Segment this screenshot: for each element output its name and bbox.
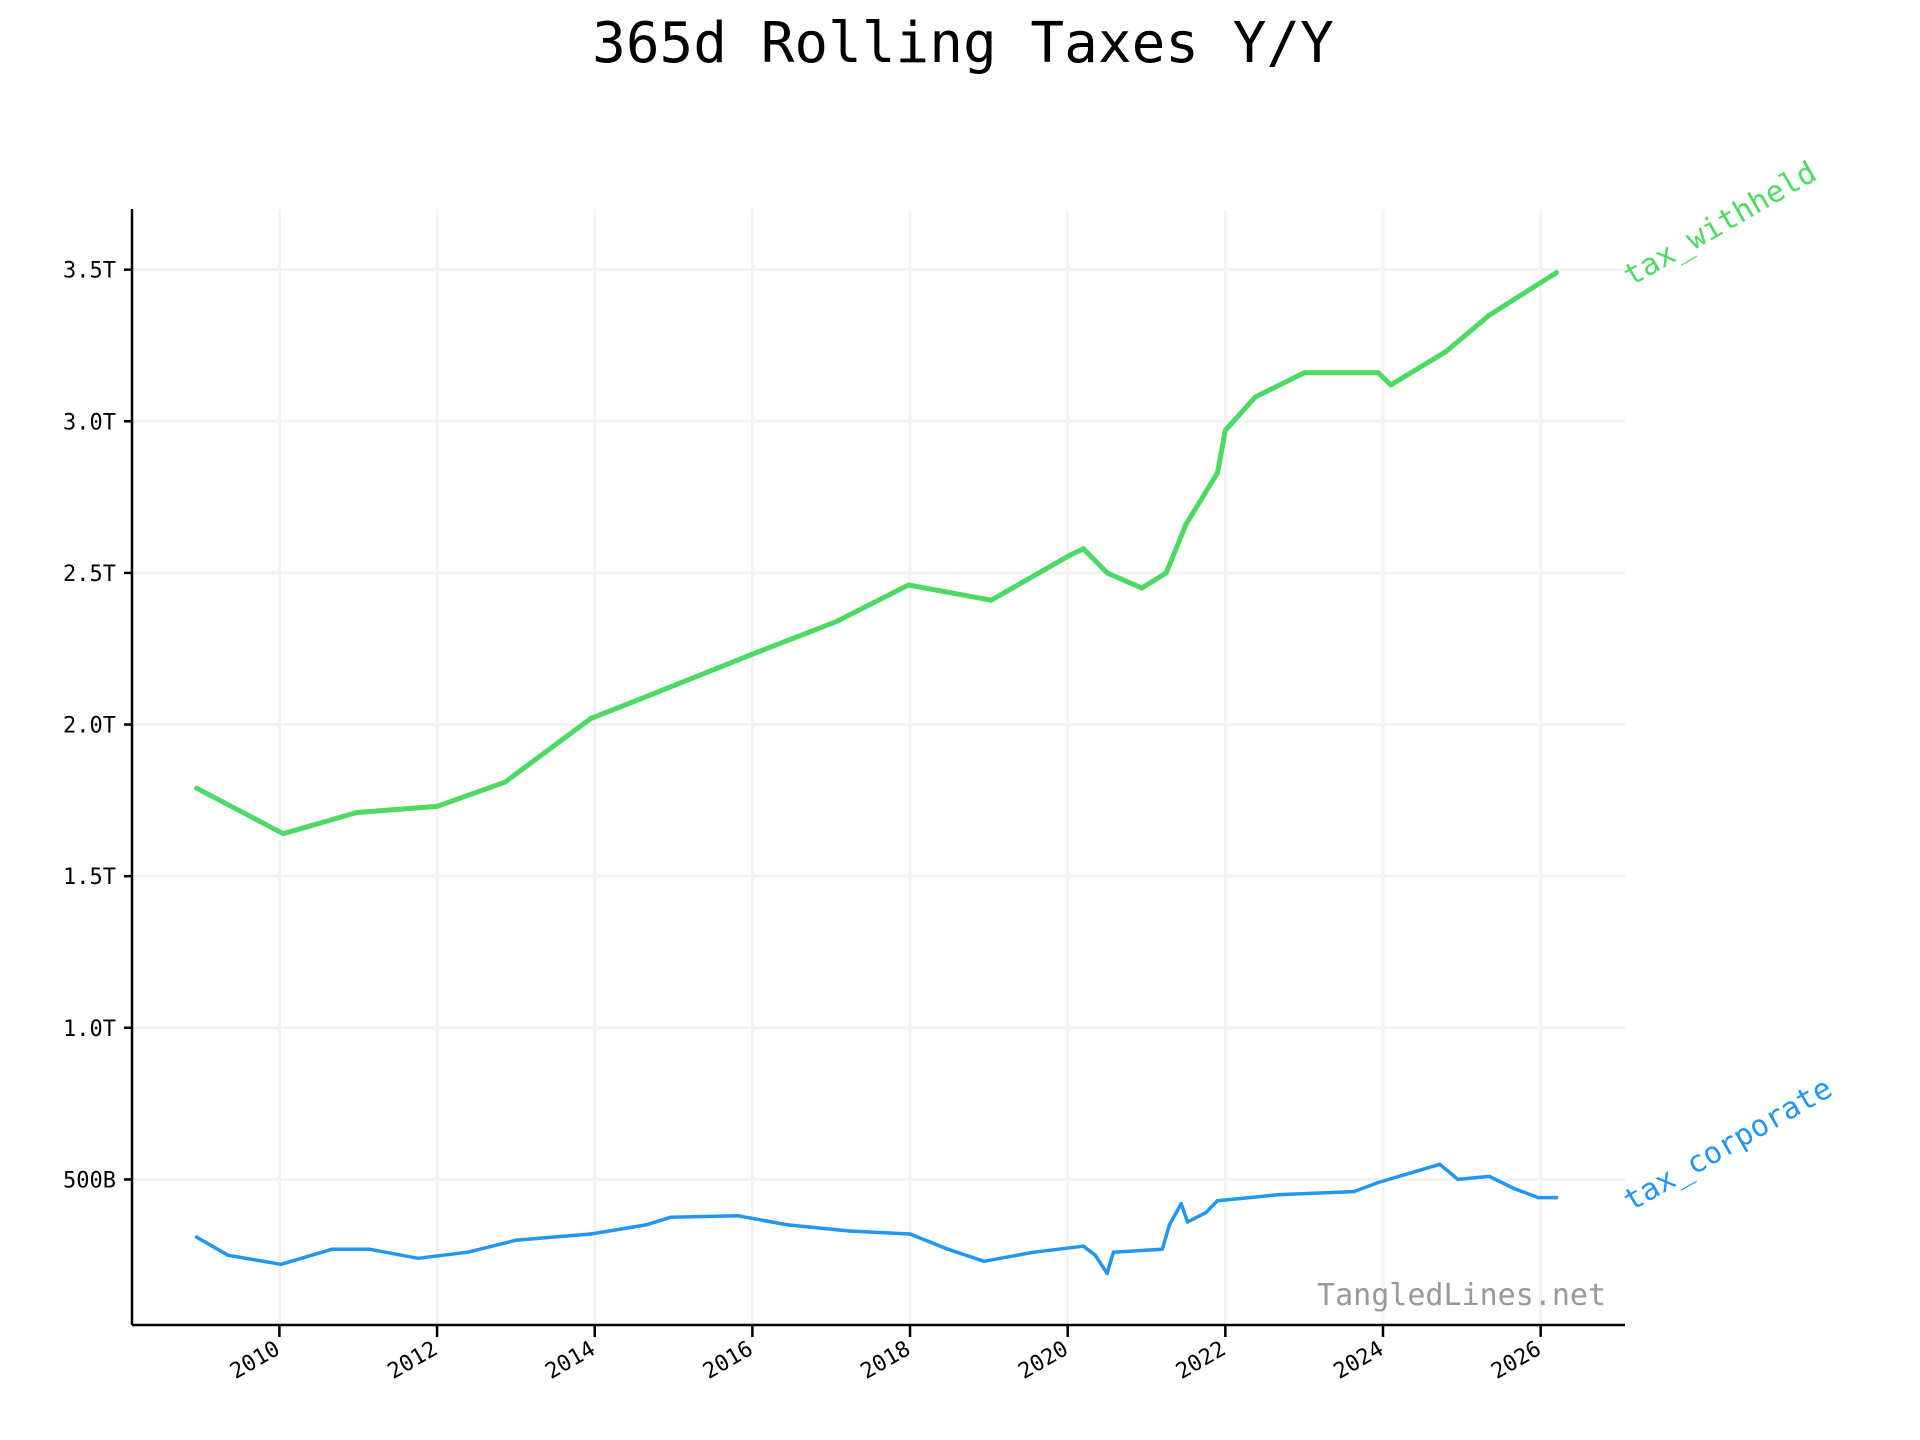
data-point [330,1247,335,1251]
data-point [588,1232,593,1236]
data-point [434,803,440,809]
data-point [1437,1162,1442,1167]
y-tick-label: 1.5T [63,865,116,890]
data-point [1031,1250,1036,1255]
data-point [1407,1171,1411,1176]
data-point [988,597,994,603]
data-point [748,652,754,658]
data-point [1252,394,1258,400]
data-point [280,831,286,837]
series-lines: tax_withheld tax_corporate [194,155,1839,1276]
data-point [1093,1253,1098,1258]
data-point [905,582,911,588]
data-point [644,1223,648,1227]
data-point [1179,1201,1183,1206]
data-point [1376,1180,1381,1185]
data-point [354,809,360,815]
data-point [1553,270,1559,276]
y-tick-label: 3.5T [63,259,116,284]
data-point [502,779,508,785]
data-point [1487,1174,1492,1179]
x-tick-label: 2020 [1014,1337,1072,1385]
x-tick-label: 2022 [1172,1337,1230,1385]
data-point [1277,1192,1282,1197]
y-tick-label: 1.0T [63,1017,116,1042]
data-point [1185,1220,1190,1224]
data-point [1301,370,1307,376]
data-point [649,691,655,697]
x-tick-label: 2016 [699,1337,757,1385]
data-point [194,1235,199,1239]
y-tick-label: 500B [63,1168,116,1193]
x-tick-label: 2010 [226,1337,284,1385]
data-point [1068,552,1074,558]
series-line-tax_corporate [195,1162,1557,1276]
data-point [588,715,594,721]
data-point [1352,1189,1356,1194]
data-point [514,1238,519,1242]
data-point [668,1215,673,1220]
data-point [1111,1250,1116,1255]
data-point [1443,349,1449,355]
data-point [1105,1271,1109,1276]
data-point [1214,470,1220,476]
series-label-tax_withheld: tax_withheld [1618,155,1823,294]
x-tick-label: 2024 [1330,1337,1388,1385]
grid [132,209,1625,1325]
data-point [1222,427,1228,433]
data-point [416,1256,420,1261]
data-point [946,1247,950,1251]
chart-title: 365d Rolling Taxes Y/Y [592,11,1334,76]
data-point [786,1223,790,1227]
watermark: TangledLines.net [1317,1278,1606,1313]
data-point [982,1259,986,1264]
data-point [1160,1247,1165,1251]
data-point [834,618,840,624]
data-point [736,1214,740,1218]
data-point [1080,546,1086,552]
data-point [1104,570,1110,576]
data-point [1183,521,1189,527]
data-point [1215,1198,1220,1203]
data-point [1139,585,1145,591]
data-point [1388,382,1394,388]
series-line-tax_withheld [195,270,1558,837]
data-point [1536,1195,1541,1200]
x-tick-label: 2018 [857,1337,915,1385]
y-tick-label: 3.0T [63,410,116,435]
x-tick-label: 2026 [1487,1337,1545,1385]
data-point [1554,1195,1559,1200]
data-point [1375,370,1381,376]
data-point [1167,1223,1172,1227]
x-tick-label: 2014 [541,1337,599,1385]
data-point [847,1229,852,1233]
data-point [1203,1210,1208,1215]
data-point [226,1253,230,1258]
y-tick-label: 2.5T [63,562,116,587]
data-point [1486,312,1492,318]
data-point [1512,1186,1516,1191]
data-point [194,785,200,791]
data-point [1163,570,1169,576]
x-tick-label: 2012 [384,1337,442,1385]
data-point [279,1262,283,1267]
y-tick-label: 2.0T [63,714,116,739]
series-label-tax_corporate: tax_corporate [1618,1071,1839,1219]
data-point [1081,1244,1086,1248]
data-point [466,1250,470,1255]
data-point [908,1232,912,1236]
data-point [367,1247,372,1251]
data-point [1456,1177,1460,1182]
